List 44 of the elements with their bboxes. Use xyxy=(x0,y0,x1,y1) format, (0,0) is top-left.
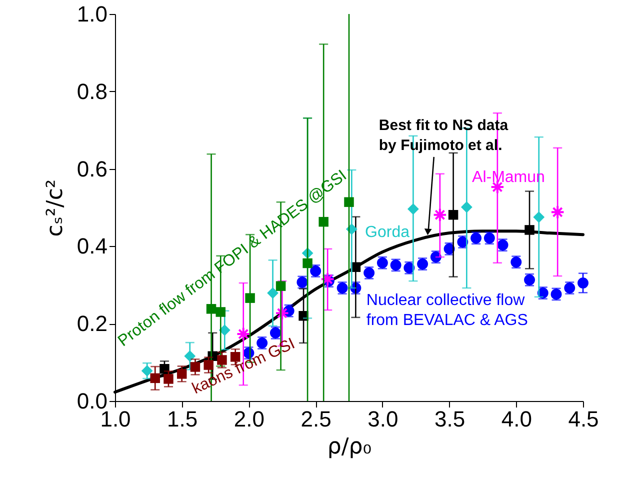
point xyxy=(216,307,226,317)
x-axis-title: ρ/ρ₀ xyxy=(327,434,372,460)
point xyxy=(524,225,534,235)
text: kaons from GSI xyxy=(190,335,298,398)
point xyxy=(176,369,187,379)
x-tick-label: 2.5 xyxy=(300,406,332,432)
point xyxy=(432,208,448,222)
point xyxy=(448,210,458,220)
point xyxy=(578,278,588,288)
point xyxy=(276,281,286,291)
point xyxy=(141,365,153,377)
y-tick-label: 0.4 xyxy=(76,234,108,259)
point xyxy=(184,350,196,362)
point xyxy=(217,355,227,365)
point xyxy=(275,306,290,320)
point xyxy=(204,360,214,370)
point xyxy=(150,373,160,384)
x-tick-label: 2.0 xyxy=(234,406,265,432)
series-label: Gorda xyxy=(365,224,410,241)
point xyxy=(164,374,174,384)
y-tick-label: 0.2 xyxy=(76,311,108,336)
point xyxy=(533,211,545,223)
y-tick-label: 0.8 xyxy=(76,78,108,104)
point xyxy=(236,326,250,342)
x-tick-label: 3.5 xyxy=(434,406,466,432)
y-tick-label: 0.6 xyxy=(76,156,108,182)
y-tick-label: 1.0 xyxy=(76,2,108,26)
y-axis-title: cₛ²/c² xyxy=(42,179,68,237)
x-tick-label: 1.5 xyxy=(167,406,198,432)
point xyxy=(550,205,565,220)
point xyxy=(407,203,419,215)
point xyxy=(320,272,335,286)
point xyxy=(206,304,216,314)
point xyxy=(218,324,230,336)
point xyxy=(346,223,358,235)
point xyxy=(267,287,278,299)
x-tick-label: 4.5 xyxy=(568,406,599,432)
point xyxy=(245,293,255,303)
series-label: Nuclear collective flow from BEVALAC & AGS xyxy=(366,292,528,330)
point xyxy=(302,258,312,268)
x-tick-label: 4.0 xyxy=(501,406,532,432)
point xyxy=(460,201,472,213)
point xyxy=(318,216,328,227)
x-tick-label: 3.0 xyxy=(368,406,398,432)
